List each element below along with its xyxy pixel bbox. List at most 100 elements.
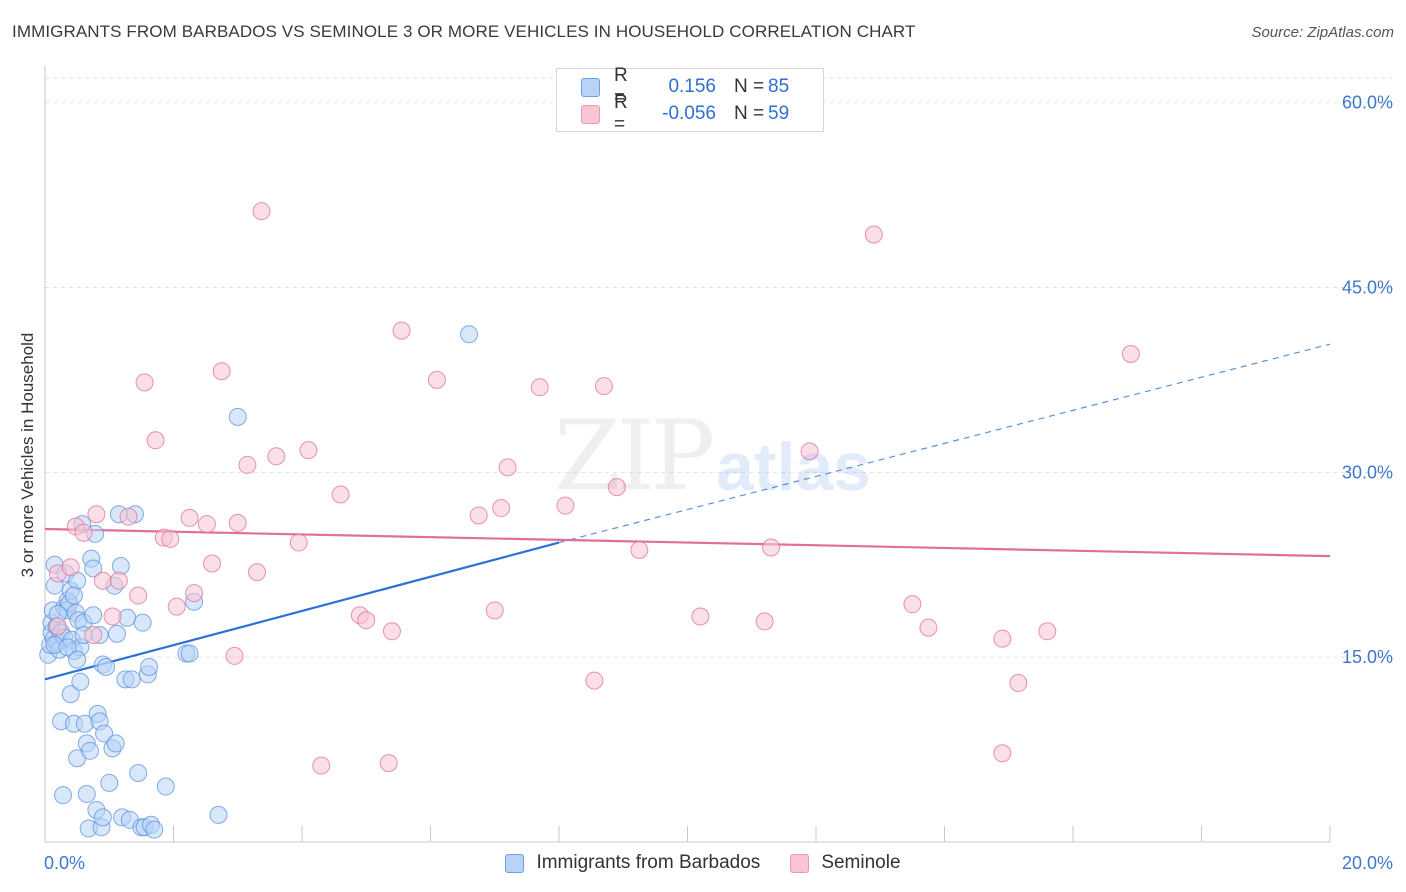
legend-swatch-seminole [581, 104, 600, 124]
seminole-trend-line [44, 527, 1331, 558]
seminole-point [379, 754, 398, 773]
y-tick-label: 45.0% [1342, 277, 1393, 297]
seminole-point [392, 321, 411, 340]
barbados-point [53, 786, 72, 805]
legend-swatch-barbados [581, 77, 600, 97]
barbados-point [100, 773, 119, 792]
series-swatch-seminole [790, 853, 810, 873]
seminole-point [498, 458, 517, 477]
seminole-point [146, 431, 165, 450]
correlation-legend: R = 0.156 N = 85 R = -0.056 N = 59 [556, 65, 824, 135]
seminole-point [267, 447, 286, 466]
series-swatch-barbados [505, 853, 525, 873]
barbados-point [180, 644, 199, 663]
barbados-point [133, 613, 152, 632]
barbados-point [122, 670, 141, 689]
seminole-point [185, 584, 204, 603]
legend-r-label: R = [614, 92, 628, 135]
y-tick-label: 60.0% [1342, 93, 1393, 113]
barbados-point [156, 777, 175, 796]
seminole-point [299, 441, 318, 460]
barbados-point [84, 606, 103, 625]
seminole-point [585, 671, 604, 690]
scatter-points [39, 202, 1140, 839]
y-tick-label: 30.0% [1342, 462, 1393, 482]
series-legend: Immigrants from Barbados Seminole [0, 852, 1406, 874]
series-legend-label: Immigrants from Barbados [536, 852, 761, 873]
barbados-point [61, 685, 80, 704]
barbados-point [111, 556, 130, 575]
seminole-point [103, 607, 122, 626]
seminole-point [864, 225, 883, 244]
barbados-trend-extension [558, 343, 1331, 544]
seminole-point [594, 377, 613, 396]
series-legend-label: Seminole [821, 852, 901, 873]
seminole-point [691, 607, 710, 626]
legend-n-value: 85 [768, 76, 790, 97]
barbados-point [145, 820, 164, 839]
barbados-point [80, 741, 99, 760]
barbados-point [140, 658, 159, 677]
trend-lines [44, 343, 1331, 681]
legend-n-value: 59 [768, 103, 790, 124]
y-tick-labels: 15.0% 30.0% 45.0% 60.0% [1342, 93, 1393, 668]
barbados-point [84, 559, 103, 578]
seminole-point [225, 646, 244, 665]
barbados-point [107, 624, 126, 643]
seminole-point [993, 744, 1012, 763]
seminole-point [919, 618, 938, 637]
seminole-point [228, 513, 247, 532]
seminole-point [331, 485, 350, 504]
seminole-point [87, 505, 106, 524]
seminole-point [427, 370, 446, 389]
seminole-point [161, 529, 180, 548]
seminole-point [357, 611, 376, 630]
seminole-point [382, 622, 401, 641]
seminole-point [993, 629, 1012, 648]
x-tick-label: 20.0% [1342, 853, 1393, 873]
barbados-point [93, 808, 112, 827]
seminole-point [61, 558, 80, 577]
seminole-point [469, 506, 488, 525]
series-legend-item-seminole[interactable]: Seminole [790, 852, 901, 874]
seminole-point [289, 533, 308, 552]
legend-n-label: N = [734, 103, 765, 124]
seminole-point [762, 538, 781, 557]
seminole-point [135, 373, 154, 392]
seminole-point [203, 554, 222, 573]
x-axis-ticks [44, 826, 1331, 842]
seminole-point [1121, 345, 1140, 364]
seminole-point [755, 612, 774, 631]
legend-row-seminole: R = -0.056 N = 59 [581, 92, 790, 135]
barbados-point [97, 658, 116, 677]
barbados-point [77, 784, 96, 803]
gridlines [45, 77, 1392, 658]
watermark-zip: ZIP [554, 400, 715, 512]
seminole-point [252, 202, 271, 221]
x-tick-label: 0.0% [44, 853, 85, 873]
y-axis-label: 3 or more Vehicles in Household [18, 332, 37, 578]
seminole-point [109, 571, 128, 590]
seminole-point [84, 625, 103, 644]
legend-row-barbados: R = 0.156 N = 85 [581, 65, 790, 108]
series-legend-item-barbados[interactable]: Immigrants from Barbados [505, 852, 760, 874]
legend-r-label: R = [614, 65, 628, 108]
seminole-point [607, 478, 626, 497]
seminole-point [800, 442, 819, 461]
barbados-point [228, 407, 247, 426]
barbados-point [95, 724, 114, 743]
seminole-point [129, 586, 148, 605]
seminole-point [530, 378, 549, 397]
seminole-point [74, 523, 93, 542]
seminole-point [248, 563, 267, 582]
barbados-point [209, 805, 228, 824]
legend-n-label: N = [734, 76, 765, 97]
seminole-point [119, 507, 138, 526]
seminole-point [630, 540, 649, 559]
seminole-point [485, 601, 504, 620]
barbados-point [71, 672, 90, 691]
seminole-point [212, 362, 231, 381]
source-label: Source: ZipAtlas.com [1251, 24, 1394, 41]
chart-title: IMMIGRANTS FROM BARBADOS VS SEMINOLE 3 O… [12, 22, 916, 41]
